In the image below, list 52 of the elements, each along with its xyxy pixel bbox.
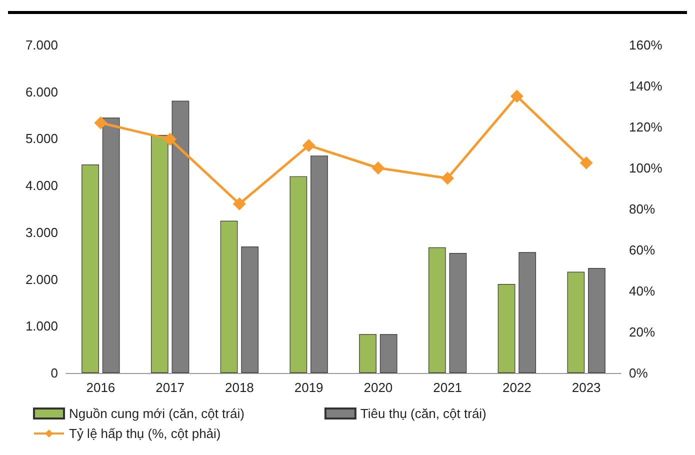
x-tick-label: 2020: [364, 380, 393, 395]
point: [94, 116, 108, 130]
x-tick-label: 2019: [294, 380, 324, 395]
point: [580, 156, 593, 170]
bar: [102, 118, 120, 373]
y-tick-label: 4.000: [25, 178, 58, 194]
y2-tick-label: 100%: [629, 160, 663, 176]
x-tick-label: 2022: [502, 380, 532, 395]
bar: [82, 164, 99, 373]
point: [302, 138, 316, 152]
bar: [498, 284, 516, 373]
y-tick-label: 2.000: [25, 272, 58, 287]
point: [510, 90, 524, 103]
y2-tick-label: 40%: [629, 284, 656, 298]
bar: [567, 272, 585, 373]
bar: [241, 246, 259, 373]
y2-tick-label: 160%: [629, 38, 663, 52]
bar: [359, 334, 376, 373]
y-tick-label: 1.000: [25, 318, 58, 334]
y-tick-label: 6.000: [25, 84, 58, 100]
bar: [428, 247, 446, 373]
bar: [172, 100, 190, 373]
x-tick-label: 2023: [572, 380, 601, 395]
y-tick-label: 7.000: [25, 38, 58, 52]
y2-tick-label: 80%: [629, 202, 656, 216]
y-tick-label: 0: [50, 366, 58, 380]
y2-tick-label: 120%: [629, 120, 663, 134]
bar: [588, 268, 606, 373]
x-tick-label: 2021: [433, 380, 462, 395]
legend-label: Tiêu thụ (căn, cột trái): [360, 406, 486, 421]
bar: [518, 252, 536, 373]
y2-tick-label: 140%: [629, 78, 663, 94]
y2-tick-label: 20%: [629, 324, 656, 340]
bar: [449, 253, 467, 373]
y2-tick-label: 60%: [629, 242, 656, 258]
bar: [220, 220, 238, 373]
point: [441, 172, 454, 185]
bar: [290, 176, 308, 373]
y2-tick-label: 0%: [629, 366, 648, 380]
legend-label: Nguồn cung mới (căn, cột trái): [69, 406, 244, 421]
x-tick-label: 2017: [156, 380, 185, 395]
y-tick-label: 5.000: [25, 131, 58, 146]
bar: [310, 156, 328, 373]
point: [372, 162, 385, 174]
bar: [380, 334, 398, 373]
bar: [150, 134, 168, 373]
x-tick-label: 2018: [224, 380, 254, 395]
y-tick-label: 3.000: [25, 224, 58, 240]
legend-label: Tỷ lệ hấp thụ (%, cột phải): [69, 426, 221, 441]
point: [164, 132, 177, 146]
x-tick-label: 2016: [86, 380, 116, 395]
point: [232, 197, 246, 210]
